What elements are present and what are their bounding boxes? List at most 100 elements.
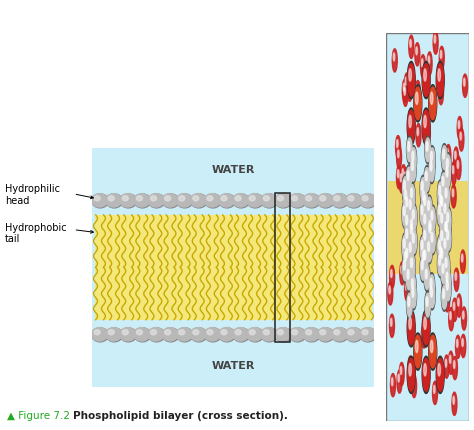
Circle shape bbox=[401, 165, 406, 188]
Circle shape bbox=[410, 216, 415, 240]
Circle shape bbox=[410, 258, 412, 268]
Circle shape bbox=[219, 194, 235, 209]
Circle shape bbox=[412, 210, 414, 220]
Circle shape bbox=[407, 270, 409, 280]
Circle shape bbox=[407, 138, 412, 163]
Circle shape bbox=[441, 284, 447, 311]
Circle shape bbox=[402, 233, 408, 261]
Circle shape bbox=[409, 317, 411, 330]
Circle shape bbox=[426, 237, 432, 264]
Circle shape bbox=[404, 88, 406, 96]
Circle shape bbox=[427, 198, 432, 221]
Circle shape bbox=[392, 49, 397, 73]
Circle shape bbox=[402, 257, 408, 281]
Circle shape bbox=[207, 197, 213, 201]
Circle shape bbox=[162, 328, 178, 341]
Circle shape bbox=[440, 247, 442, 257]
Circle shape bbox=[401, 266, 402, 274]
Circle shape bbox=[422, 356, 430, 393]
Circle shape bbox=[428, 201, 429, 211]
Circle shape bbox=[452, 392, 457, 415]
Circle shape bbox=[205, 194, 221, 209]
Circle shape bbox=[412, 152, 414, 162]
Circle shape bbox=[437, 235, 443, 262]
Circle shape bbox=[331, 194, 348, 209]
Circle shape bbox=[320, 197, 326, 201]
Circle shape bbox=[164, 197, 171, 201]
Circle shape bbox=[106, 328, 121, 341]
Circle shape bbox=[429, 86, 437, 123]
Circle shape bbox=[410, 189, 412, 198]
Circle shape bbox=[425, 137, 431, 164]
Circle shape bbox=[246, 194, 263, 208]
Circle shape bbox=[348, 197, 354, 201]
Circle shape bbox=[417, 128, 419, 136]
Circle shape bbox=[430, 152, 432, 162]
Circle shape bbox=[359, 328, 375, 341]
Circle shape bbox=[407, 292, 412, 319]
Circle shape bbox=[444, 218, 449, 243]
Circle shape bbox=[439, 226, 446, 253]
Circle shape bbox=[411, 162, 413, 171]
Circle shape bbox=[407, 293, 412, 317]
Circle shape bbox=[424, 116, 427, 129]
Circle shape bbox=[449, 308, 454, 331]
Circle shape bbox=[428, 57, 430, 65]
Circle shape bbox=[442, 286, 447, 310]
Circle shape bbox=[221, 197, 227, 201]
Circle shape bbox=[275, 194, 291, 208]
Circle shape bbox=[421, 325, 426, 348]
Circle shape bbox=[451, 185, 456, 209]
Circle shape bbox=[406, 266, 411, 290]
Circle shape bbox=[409, 219, 415, 247]
Circle shape bbox=[422, 191, 425, 201]
Circle shape bbox=[403, 185, 410, 213]
Circle shape bbox=[407, 109, 415, 146]
Text: Hydrophobic
tail: Hydrophobic tail bbox=[5, 222, 66, 244]
Circle shape bbox=[409, 116, 411, 129]
Circle shape bbox=[331, 194, 347, 208]
Circle shape bbox=[444, 217, 450, 244]
Circle shape bbox=[247, 194, 264, 209]
Circle shape bbox=[94, 197, 100, 201]
Circle shape bbox=[334, 330, 340, 335]
Circle shape bbox=[411, 375, 417, 398]
Circle shape bbox=[303, 194, 319, 208]
Circle shape bbox=[411, 228, 417, 256]
Circle shape bbox=[430, 148, 435, 172]
Circle shape bbox=[461, 255, 463, 263]
Circle shape bbox=[91, 328, 108, 341]
Circle shape bbox=[179, 197, 185, 201]
Circle shape bbox=[275, 194, 292, 209]
Circle shape bbox=[408, 195, 414, 222]
Circle shape bbox=[404, 190, 407, 200]
Circle shape bbox=[423, 111, 429, 144]
Circle shape bbox=[430, 208, 435, 231]
Circle shape bbox=[247, 328, 264, 342]
Circle shape bbox=[430, 284, 435, 308]
Circle shape bbox=[423, 64, 429, 97]
Circle shape bbox=[404, 252, 407, 261]
Circle shape bbox=[204, 328, 220, 341]
Circle shape bbox=[438, 364, 440, 376]
Circle shape bbox=[318, 194, 334, 209]
Circle shape bbox=[420, 200, 426, 228]
Circle shape bbox=[190, 328, 206, 341]
Circle shape bbox=[441, 261, 446, 284]
Circle shape bbox=[406, 166, 412, 194]
Circle shape bbox=[454, 268, 459, 292]
Circle shape bbox=[108, 330, 114, 335]
Circle shape bbox=[410, 357, 415, 381]
Circle shape bbox=[437, 359, 444, 391]
Circle shape bbox=[422, 310, 430, 347]
Circle shape bbox=[425, 172, 427, 181]
Circle shape bbox=[444, 185, 449, 209]
Circle shape bbox=[264, 197, 269, 201]
Circle shape bbox=[444, 147, 449, 170]
Circle shape bbox=[442, 264, 444, 274]
Circle shape bbox=[411, 284, 416, 308]
Circle shape bbox=[422, 209, 428, 237]
Circle shape bbox=[404, 224, 410, 252]
Circle shape bbox=[429, 333, 437, 370]
Circle shape bbox=[423, 359, 429, 391]
